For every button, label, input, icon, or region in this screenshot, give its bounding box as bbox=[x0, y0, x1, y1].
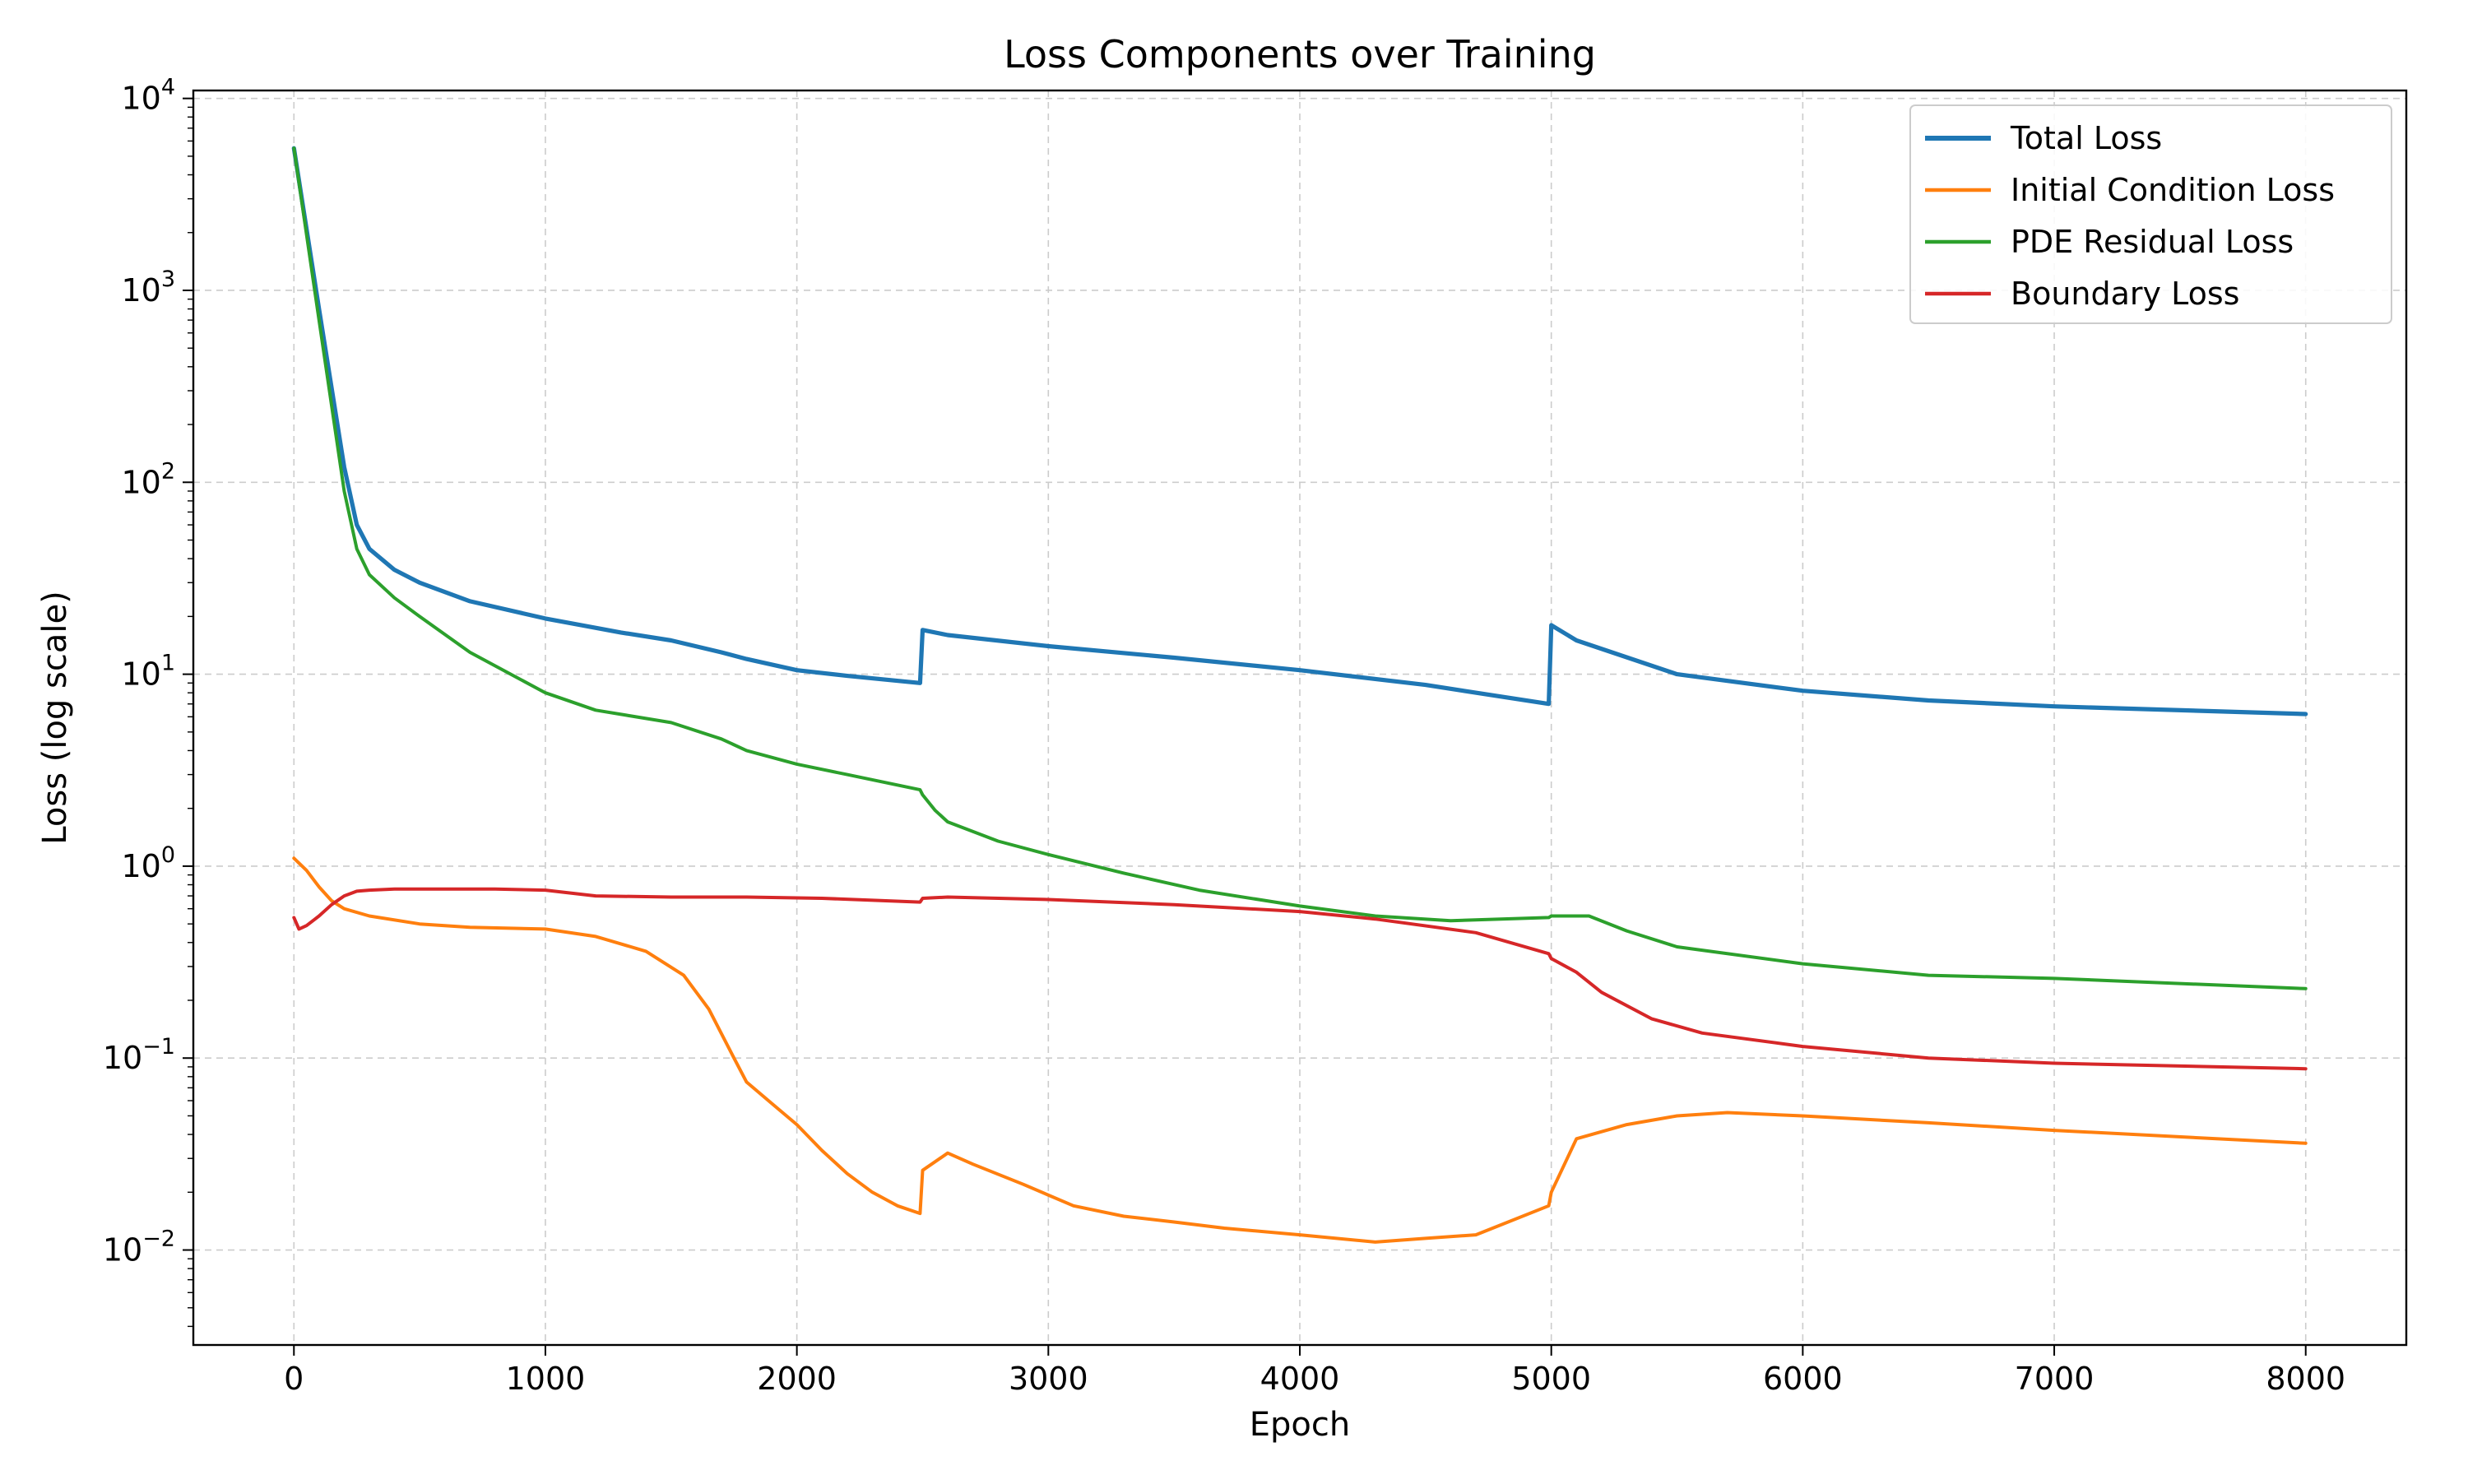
y-tick-label: 101 bbox=[121, 651, 175, 693]
x-axis: 0 1000 2000 3000 4000 5000 6000 7000 8000 bbox=[284, 1345, 2345, 1397]
legend-label: Boundary Loss bbox=[2011, 276, 2239, 312]
series-line-boundary-loss bbox=[292, 887, 2308, 1071]
y-tick-label: 100 bbox=[121, 842, 175, 884]
x-tick-label: 8000 bbox=[2266, 1361, 2345, 1397]
x-tick-label: 7000 bbox=[2015, 1361, 2095, 1397]
legend-box bbox=[1909, 104, 2392, 324]
x-tick-label: 0 bbox=[284, 1361, 304, 1397]
y-tick-label: 103 bbox=[121, 267, 175, 308]
series-layer bbox=[291, 146, 2308, 1244]
x-axis-label: Epoch bbox=[1250, 1406, 1350, 1444]
chart-title: Loss Components over Training bbox=[1004, 32, 1596, 77]
y-axis: 10−2 10−1 100 101 102 103 104 bbox=[103, 75, 193, 1328]
x-tick-label: 1000 bbox=[506, 1361, 586, 1397]
y-tick-label: 10−2 bbox=[103, 1227, 175, 1268]
y-tick-label: 102 bbox=[121, 458, 175, 500]
series-line-pde-residual-loss bbox=[292, 146, 2308, 990]
legend-label: PDE Residual Loss bbox=[2011, 224, 2294, 260]
y-axis-label: Loss (log scale) bbox=[36, 591, 74, 844]
y-tick-label: 104 bbox=[121, 75, 175, 117]
grid bbox=[193, 90, 2406, 1345]
legend: Total Loss Initial Condition Loss PDE Resi… bbox=[1909, 104, 2392, 324]
y-tick-label: 10−1 bbox=[103, 1034, 175, 1076]
legend-label: Total Loss bbox=[2010, 120, 2162, 156]
legend-label: Initial Condition Loss bbox=[2011, 172, 2335, 208]
series-line-total-loss bbox=[291, 146, 2308, 716]
x-tick-label: 6000 bbox=[1763, 1361, 1843, 1397]
x-tick-label: 3000 bbox=[1009, 1361, 1088, 1397]
series-line-initial-condition-loss bbox=[292, 856, 2308, 1244]
x-tick-label: 4000 bbox=[1260, 1361, 1340, 1397]
x-tick-label: 5000 bbox=[1511, 1361, 1591, 1397]
x-tick-label: 2000 bbox=[757, 1361, 837, 1397]
